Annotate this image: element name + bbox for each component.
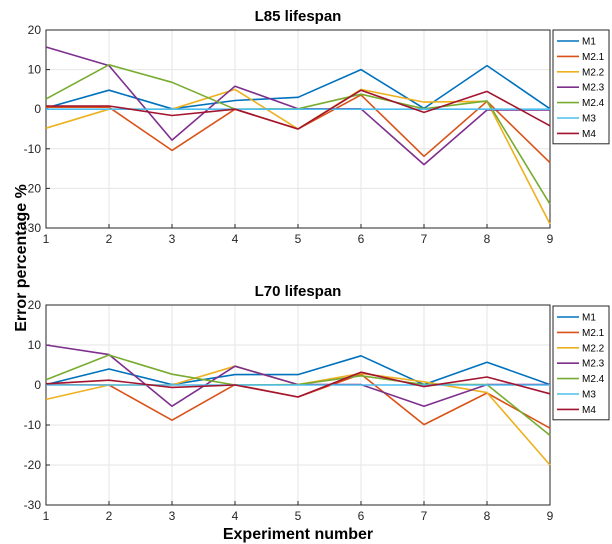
legend-label: M3 <box>582 390 596 401</box>
y-tick-label: -10 <box>24 418 42 432</box>
legend-label: M2.1 <box>582 52 605 63</box>
subplot-2: -30 -20 -10 0 10 20 1 2 3 4 5 6 7 8 9 L70 lifespan M1 M2.… <box>24 283 610 523</box>
legend-label: M2.2 <box>582 67 605 78</box>
y-tick-label: -20 <box>24 181 42 195</box>
legend-label: M1 <box>582 313 596 324</box>
x-tick-label: 9 <box>547 509 554 523</box>
x-tick-label: 2 <box>106 232 113 246</box>
y-tick-label: 0 <box>34 378 41 392</box>
series-line-m4 <box>45 371 551 398</box>
legend: M1 M2.1 M2.2 M2.3 M2.4 M3 M4 <box>552 29 610 145</box>
x-tick-label: 7 <box>421 509 428 523</box>
x-tick-label: 3 <box>169 232 176 246</box>
x-tick-label: 8 <box>484 232 491 246</box>
x-tick-label: 3 <box>169 509 176 523</box>
series-line-m1 <box>45 64 551 110</box>
legend-label: M2.1 <box>582 328 605 339</box>
x-tick-label: 9 <box>547 232 554 246</box>
subplot-1: -30 -20 -10 0 10 20 1 2 3 4 5 6 7 8 9 L85 lifespan M1 M2.… <box>24 8 610 246</box>
legend-label: M4 <box>582 405 596 416</box>
legend: M1 M2.1 M2.2 M2.3 M2.4 M3 M4 <box>552 305 610 421</box>
x-tick-label: 5 <box>295 232 302 246</box>
x-tick-label: 5 <box>295 509 302 523</box>
series-line-m4 <box>46 89 551 130</box>
legend-label: M2.2 <box>582 343 605 354</box>
x-tick-label: 1 <box>43 232 50 246</box>
x-tick-label: 1 <box>43 509 50 523</box>
legend-label: M3 <box>582 114 596 125</box>
y-tick-label: -10 <box>24 142 42 156</box>
x-tick-label: 2 <box>106 509 113 523</box>
legend-label: M2.4 <box>582 374 605 385</box>
y-tick-label: 10 <box>28 63 42 77</box>
y-tick-label: 10 <box>28 338 42 352</box>
y-tick-label: 20 <box>28 23 42 37</box>
legend-label: M2.4 <box>582 98 605 109</box>
legend-label: M2.3 <box>582 359 605 370</box>
chart-title: L70 lifespan <box>255 283 342 300</box>
y-tick-label: -30 <box>24 221 42 235</box>
x-tick-label: 7 <box>421 232 428 246</box>
y-tick-label: 20 <box>28 298 42 312</box>
x-tick-label: 6 <box>358 232 365 246</box>
series-line-m1 <box>45 354 551 386</box>
x-tick-label: 4 <box>232 509 239 523</box>
legend-label: M1 <box>582 37 596 48</box>
x-tick-label: 6 <box>358 509 365 523</box>
legend-label: M4 <box>582 129 596 140</box>
x-tick-label: 8 <box>484 509 491 523</box>
y-tick-label: -30 <box>24 498 42 512</box>
y-tick-label: 0 <box>34 102 41 116</box>
chart-title: L85 lifespan <box>255 8 342 25</box>
y-tick-label: -20 <box>24 458 42 472</box>
y-axis-label: Error percentage % <box>13 184 30 332</box>
legend-label: M2.3 <box>582 83 605 94</box>
x-axis-label: Experiment number <box>223 526 373 543</box>
x-tick-label: 4 <box>232 232 239 246</box>
